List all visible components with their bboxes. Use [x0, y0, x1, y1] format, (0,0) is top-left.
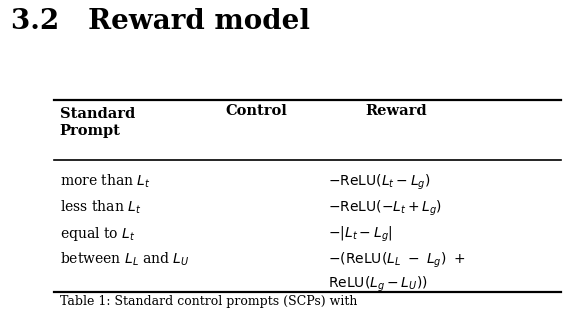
Text: Table 1: Standard control prompts (SCPs) with: Table 1: Standard control prompts (SCPs)… — [60, 295, 357, 308]
Text: equal to $L_t$: equal to $L_t$ — [60, 225, 135, 243]
Text: 3.2   Reward model: 3.2 Reward model — [11, 8, 311, 35]
Text: less than $L_t$: less than $L_t$ — [60, 198, 141, 216]
Text: between $L_L$ and $L_U$: between $L_L$ and $L_U$ — [60, 251, 189, 268]
Text: Control: Control — [225, 104, 287, 118]
Text: more than $L_t$: more than $L_t$ — [60, 172, 150, 190]
Text: $-\mathrm{ReLU}(L_t - L_g)$: $-\mathrm{ReLU}(L_t - L_g)$ — [328, 172, 430, 191]
Text: $-(\mathrm{ReLU}(L_L\ -\ L_g)\ +$: $-(\mathrm{ReLU}(L_L\ -\ L_g)\ +$ — [328, 251, 465, 270]
Text: $\mathrm{ReLU}(L_g - L_U))$: $\mathrm{ReLU}(L_g - L_U))$ — [328, 275, 428, 294]
Text: Reward: Reward — [365, 104, 427, 118]
Text: Standard
Prompt: Standard Prompt — [60, 107, 135, 138]
Text: $-|L_t - L_g|$: $-|L_t - L_g|$ — [328, 225, 392, 244]
Text: $-\mathrm{ReLU}(-L_t + L_g)$: $-\mathrm{ReLU}(-L_t + L_g)$ — [328, 198, 442, 218]
